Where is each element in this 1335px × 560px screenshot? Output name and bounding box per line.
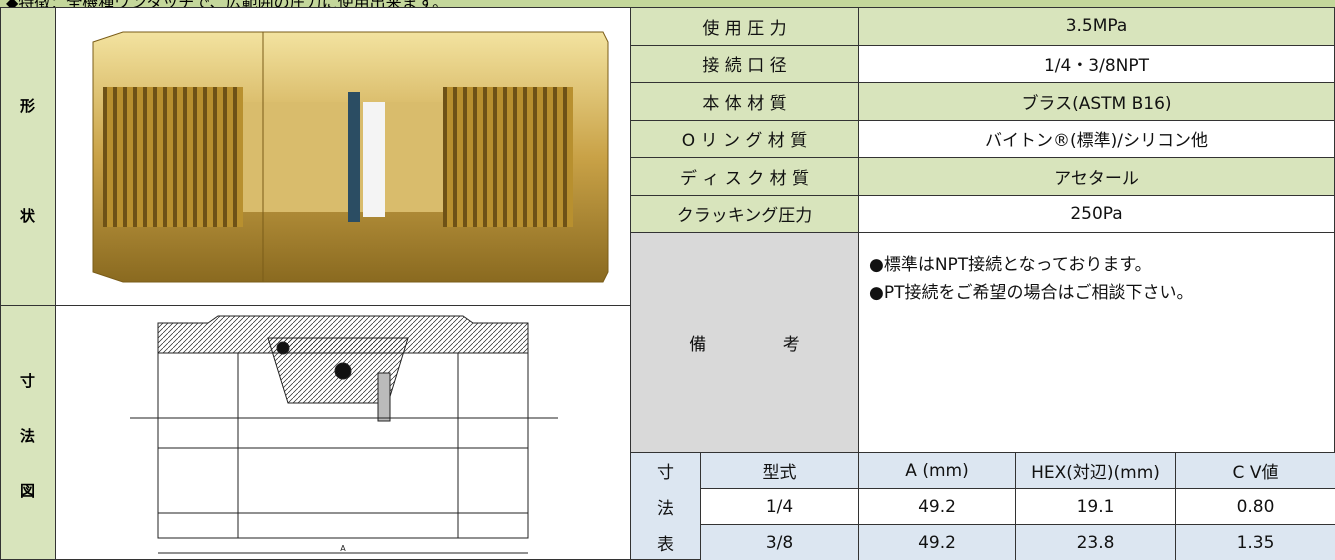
dim-cell: 0.80 bbox=[1175, 488, 1335, 525]
dim-cell: 19.1 bbox=[1015, 488, 1176, 525]
spec-value: バイトン®(標準)/シリコン他 bbox=[858, 119, 1335, 158]
photo-cell bbox=[55, 7, 631, 306]
dim-table-label bbox=[630, 452, 701, 560]
spec-value: 3.5MPa bbox=[858, 7, 1335, 46]
dim-cell: 49.2 bbox=[858, 488, 1016, 525]
spec-label: O リ ン グ 材 質 bbox=[630, 119, 859, 158]
dim-header: A (mm) bbox=[858, 452, 1016, 489]
dim-cell: 1/4 bbox=[700, 488, 859, 525]
spec-value: 250Pa bbox=[858, 194, 1335, 233]
dimension-drawing: A bbox=[130, 315, 558, 553]
dim-cell: 3/8 bbox=[700, 524, 859, 560]
drawing-cell: A bbox=[55, 305, 631, 560]
remarks-label: 備 考 bbox=[630, 232, 859, 453]
dim-label: A bbox=[340, 544, 346, 553]
dim-cell: 49.2 bbox=[858, 524, 1016, 560]
spec-value: アセタール bbox=[858, 157, 1335, 196]
spec-value: ブラス(ASTM B16) bbox=[858, 82, 1335, 121]
spec-label: クラッキング圧力 bbox=[630, 194, 859, 233]
spec-label: 本 体 材 質 bbox=[630, 82, 859, 121]
dim-label-char: 法 bbox=[657, 498, 674, 519]
label-char: 法 bbox=[20, 427, 36, 445]
dim-cell: 1.35 bbox=[1175, 524, 1335, 560]
label-char: 形 bbox=[20, 97, 36, 115]
shape-label-cell bbox=[0, 7, 56, 306]
spec-label: デ ィ ス ク 材 質 bbox=[630, 157, 859, 196]
label-char: 図 bbox=[20, 482, 36, 500]
remarks-label-char: 考 bbox=[782, 335, 800, 355]
dim-cell: 23.8 bbox=[1015, 524, 1176, 560]
spec-label: 使 用 圧 力 bbox=[630, 7, 859, 46]
remark-line: ●標準はNPT接続となっております。 bbox=[869, 255, 1152, 275]
dim-header: C V値 bbox=[1175, 452, 1335, 489]
remarks-cell: ●標準はNPT接続となっております。 ●PT接続をご希望の場合はご相談下さい。 bbox=[858, 232, 1335, 453]
dim-label-char: 寸 bbox=[657, 462, 674, 483]
spec-label: 接 続 口 径 bbox=[630, 44, 859, 83]
dim-header: 型式 bbox=[700, 452, 859, 489]
remark-line: ●PT接続をご希望の場合はご相談下さい。 bbox=[869, 283, 1194, 303]
spec-value: 1/4・3/8NPT bbox=[858, 44, 1335, 83]
label-char: 寸 bbox=[20, 372, 36, 390]
dim-header: HEX(対辺)(mm) bbox=[1015, 452, 1176, 489]
dim-label-char: 表 bbox=[657, 534, 674, 555]
label-char: 状 bbox=[20, 207, 36, 225]
remarks-label-char: 備 bbox=[689, 335, 707, 355]
banner-text: ◆特徴：全機種ワンタッチで、広範囲の圧力に使用出来ます。 bbox=[6, 0, 448, 7]
fitting-photo bbox=[92, 31, 609, 282]
